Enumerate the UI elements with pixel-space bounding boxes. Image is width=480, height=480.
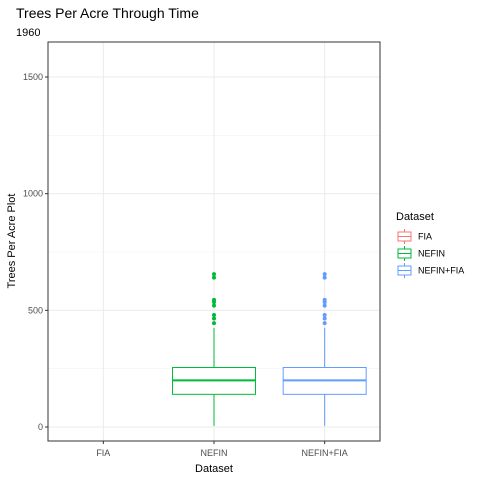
outlier-point [212, 313, 216, 317]
x-tick-label: NEFIN+FIA [302, 448, 348, 458]
outlier-point [212, 321, 216, 326]
outlier-point [322, 272, 327, 277]
legend: Dataset FIA NEFIN NEFIN+FIA [396, 211, 464, 279]
outlier-point [322, 321, 327, 326]
outlier-point [212, 316, 216, 321]
legend-title: Dataset [396, 211, 434, 223]
x-axis: FIA NEFIN NEFIN+FIA [96, 441, 348, 458]
legend-item: NEFIN+FIA [396, 262, 464, 279]
y-axis-title: Trees Per Acre Plot [6, 194, 18, 289]
y-tick-label: 1500 [23, 72, 43, 82]
outlier-point [322, 313, 327, 317]
box-marks [172, 272, 367, 426]
outlier-point [212, 297, 216, 302]
y-axis: 0 500 1000 1500 [23, 72, 48, 432]
y-tick-label: 1000 [23, 189, 43, 199]
outlier-point [322, 297, 327, 302]
outlier-point [322, 316, 327, 321]
chart-title: Trees Per Acre Through Time [16, 5, 199, 21]
outlier-point [212, 275, 216, 280]
x-tick-label: FIA [96, 448, 110, 458]
outlier-point [212, 303, 216, 308]
legend-item: NEFIN [396, 245, 445, 262]
outlier-point [322, 275, 327, 280]
box-nefin [172, 272, 256, 426]
y-tick-label: 500 [28, 305, 43, 315]
outlier-point [212, 272, 216, 277]
chart-subtitle: 1960 [16, 27, 40, 39]
x-tick-label: NEFIN [201, 448, 228, 458]
legend-label: NEFIN [418, 249, 445, 259]
legend-label: NEFIN+FIA [418, 266, 464, 276]
x-axis-title: Dataset [195, 463, 233, 475]
y-tick-label: 0 [38, 422, 43, 432]
legend-item: FIA [396, 228, 432, 245]
legend-label: FIA [418, 232, 432, 242]
outlier-point [322, 303, 327, 308]
box-nefin-fia [282, 272, 367, 426]
